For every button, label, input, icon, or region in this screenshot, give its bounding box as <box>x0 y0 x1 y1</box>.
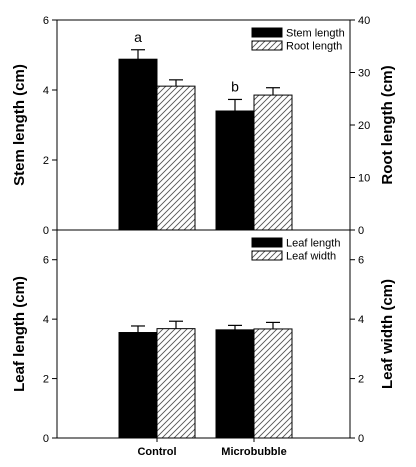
y-tick-label: 4 <box>43 314 49 326</box>
y-tick-label: 6 <box>43 255 49 267</box>
legend-label: Root length <box>286 41 342 53</box>
bar-root-length-microbubble <box>253 94 293 231</box>
y2-tick-label: 4 <box>358 314 364 326</box>
y2-tick-label: 0 <box>358 225 364 237</box>
plot-frame <box>56 229 351 439</box>
y-tick-label: 0 <box>43 433 49 445</box>
y-tick-label: 2 <box>43 155 49 167</box>
y2-tick-label: 20 <box>358 120 370 132</box>
x-category-label: Microbubble <box>221 446 286 458</box>
bar-leaf-length-microbubble <box>215 329 255 439</box>
y2-tick-label: 0 <box>358 433 364 445</box>
y2-axis-title: Root length (cm) <box>379 65 396 184</box>
legend-swatch <box>251 237 283 248</box>
bar-leaf-width-microbubble <box>253 328 293 439</box>
legend-swatch <box>251 27 283 38</box>
y2-tick-label: 10 <box>358 173 370 185</box>
legend-swatch <box>251 40 283 51</box>
y2-tick-label: 2 <box>358 374 364 386</box>
y-tick-label: 2 <box>43 374 49 386</box>
y-tick-label: 0 <box>43 225 49 237</box>
bar-leaf-length-control <box>118 332 158 439</box>
bar-leaf-width-control <box>156 328 196 439</box>
x-category-label: Control <box>137 446 176 458</box>
y2-tick-label: 6 <box>358 255 364 267</box>
legend-swatch <box>251 250 283 261</box>
y2-axis-title: Leaf width (cm) <box>379 279 396 389</box>
chart-panel-2: 0 2 4 6 0 2 4 6 Leaf length (cm) Leaf width (cm) L… <box>11 229 396 445</box>
chart-panel-1: 0 2 4 6 0 10 20 30 40 Stem length (cm) Root length… <box>11 15 396 237</box>
legend-label: Leaf length <box>286 238 340 250</box>
bar-stem-length-control <box>118 58 158 231</box>
y-tick-label: 6 <box>43 15 49 27</box>
legend-label: Stem length <box>286 28 345 40</box>
y-axis-title: Leaf length (cm) <box>11 276 28 392</box>
y-axis-title: Stem length (cm) <box>11 64 28 186</box>
significance-letter: b <box>231 78 239 94</box>
y2-tick-label: 40 <box>358 15 370 27</box>
y2-tick-label: 30 <box>358 68 370 80</box>
significance-letter: a <box>134 29 142 45</box>
y-tick-label: 4 <box>43 85 49 97</box>
bar-stem-length-microbubble <box>215 110 255 231</box>
bar-root-length-control <box>156 85 196 231</box>
legend-label: Leaf width <box>286 251 336 263</box>
